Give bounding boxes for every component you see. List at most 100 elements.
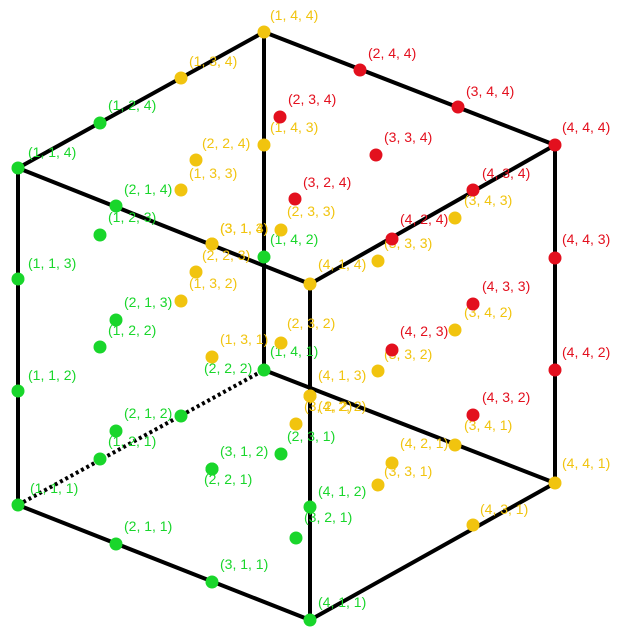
point-label-4-3-1: (4, 3, 1) — [480, 501, 528, 517]
point-label-1-3-3: (1, 3, 3) — [189, 165, 237, 181]
point-label-1-1-1: (1, 1, 1) — [30, 480, 78, 496]
lattice-point-1-1-1 — [11, 498, 25, 512]
point-label-3-1-4: (3, 1, 4) — [220, 220, 268, 236]
lattice-point-2-3-4 — [273, 110, 287, 124]
point-label-4-4-2: (4, 4, 2) — [562, 344, 610, 360]
lattice-point-1-2-2 — [93, 340, 107, 354]
point-label-3-1-1: (3, 1, 1) — [220, 556, 268, 572]
lattice-point-4-4-1 — [548, 476, 562, 490]
lattice-point-4-1-4 — [303, 277, 317, 291]
point-label-4-1-4: (4, 1, 4) — [318, 256, 366, 272]
point-label-1-1-3: (1, 1, 3) — [28, 255, 76, 271]
lattice-point-4-4-2 — [548, 363, 562, 377]
point-label-4-2-2: (4, 2, 2) — [318, 398, 366, 414]
lattice-point-1-1-2 — [11, 384, 25, 398]
point-label-1-2-1: (1, 2, 1) — [108, 433, 156, 449]
lattice-point-4-3-3 — [466, 297, 480, 311]
lattice-point-3-3-3 — [371, 254, 385, 268]
lattice-point-3-3-4 — [369, 148, 383, 162]
point-label-4-3-3: (4, 3, 3) — [482, 278, 530, 294]
point-label-3-3-4: (3, 3, 4) — [384, 129, 432, 145]
lattice-point-2-3-3 — [274, 223, 288, 237]
lattice-point-1-4-3 — [257, 138, 271, 152]
lattice-point-1-4-2 — [257, 250, 271, 264]
lattice-point-3-2-2 — [289, 417, 303, 431]
edge-back-top-left — [17, 30, 265, 170]
edge-top-front-left — [17, 166, 311, 286]
lattice-point-1-4-1 — [257, 363, 271, 377]
point-label-2-2-1: (2, 2, 1) — [204, 471, 252, 487]
lattice-point-1-2-3 — [93, 228, 107, 242]
point-label-3-2-1: (3, 2, 1) — [304, 509, 352, 525]
point-label-4-1-3: (4, 1, 3) — [318, 367, 366, 383]
lattice-point-2-2-4 — [189, 153, 203, 167]
lattice-point-1-3-1 — [205, 350, 219, 364]
point-label-1-1-2: (1, 1, 2) — [28, 367, 76, 383]
lattice-point-1-1-4 — [11, 161, 25, 175]
edge-bottom-front-right — [309, 481, 556, 622]
point-label-3-1-3: (3, 1, 3) — [220, 220, 268, 236]
point-label-4-4-1: (4, 4, 1) — [562, 455, 610, 471]
lattice-point-3-4-3 — [448, 211, 462, 225]
lattice-point-4-2-4 — [385, 232, 399, 246]
point-label-1-3-4: (1, 3, 4) — [189, 53, 237, 69]
lattice-point-3-2-1 — [289, 531, 303, 545]
lattice-point-4-3-2 — [466, 408, 480, 422]
point-label-1-2-4: (1, 2, 4) — [108, 97, 156, 113]
point-label-2-1-4: (2, 1, 4) — [124, 181, 172, 197]
lattice-point-3-4-1 — [448, 438, 462, 452]
lattice-point-2-1-3 — [109, 313, 123, 327]
lattice-point-3-2-4 — [288, 192, 302, 206]
point-label-3-4-3: (3, 4, 3) — [464, 192, 512, 208]
point-label-4-1-1: (4, 1, 1) — [318, 594, 366, 610]
lattice-point-4-4-3 — [548, 251, 562, 265]
lattice-point-4-2-1 — [385, 456, 399, 470]
lattice-point-4-1-2 — [303, 500, 317, 514]
lattice-point-3-1-1 — [205, 575, 219, 589]
point-label-2-1-1: (2, 1, 1) — [124, 518, 172, 534]
lattice-point-3-4-2 — [448, 323, 462, 337]
lattice-point-3-1-2 — [205, 462, 219, 476]
cube-edges — [16, 30, 557, 622]
lattice-point-4-1-1 — [303, 613, 317, 627]
edge-bottom-back-left-hidden — [17, 368, 265, 507]
point-label-4-4-4: (4, 4, 4) — [562, 119, 610, 135]
point-label-4-3-2: (4, 3, 2) — [482, 389, 530, 405]
point-label-4-2-1: (4, 2, 1) — [400, 435, 448, 451]
edge-bottom-back-right — [263, 368, 556, 485]
point-label-2-2-4: (2, 2, 4) — [202, 135, 250, 151]
point-label-2-3-4: (2, 3, 4) — [288, 91, 336, 107]
lattice-point-2-2-3 — [189, 265, 203, 279]
lattice-point-4-2-2 — [303, 389, 317, 403]
edge-back-top-right — [263, 30, 556, 147]
point-label-4-4-3: (4, 4, 3) — [562, 231, 610, 247]
edge-top-front-right — [309, 143, 556, 286]
point-label-2-3-2: (2, 3, 2) — [287, 315, 335, 331]
lattice-point-4-4-4 — [548, 138, 562, 152]
point-label-4-1-2: (4, 1, 2) — [318, 483, 366, 499]
lattice-point-1-3-4 — [174, 71, 188, 85]
point-label-4-2-4: (4, 2, 4) — [400, 211, 448, 227]
lattice-point-1-3-3 — [174, 183, 188, 197]
lattice-point-1-1-3 — [11, 272, 25, 286]
lattice-point-4-3-1 — [466, 518, 480, 532]
lattice-point-2-4-4 — [353, 63, 367, 77]
point-label-1-1-4: (1, 1, 4) — [28, 144, 76, 160]
lattice-point-1-2-4 — [93, 116, 107, 130]
lattice-point-1-3-2 — [174, 294, 188, 308]
lattice-point-3-4-4 — [451, 100, 465, 114]
point-label-2-2-2: (2, 2, 2) — [204, 360, 252, 376]
point-label-1-2-3: (1, 2, 3) — [108, 209, 156, 225]
lattice-point-4-3-4 — [466, 183, 480, 197]
lattice-point-4-2-3 — [385, 343, 399, 357]
point-label-1-4-4: (1, 4, 4) — [270, 7, 318, 23]
point-label-4-2-3: (4, 2, 3) — [400, 323, 448, 339]
lattice-point-3-3-1 — [371, 478, 385, 492]
point-label-2-3-1: (2, 3, 1) — [287, 428, 335, 444]
point-label-2-3-3: (2, 3, 3) — [287, 203, 335, 219]
point-label-2-1-3: (2, 1, 3) — [124, 294, 172, 310]
point-label-2-1-2: (2, 1, 2) — [124, 405, 172, 421]
lattice-point-1-2-1 — [93, 452, 107, 466]
point-label-3-4-4: (3, 4, 4) — [466, 83, 514, 99]
